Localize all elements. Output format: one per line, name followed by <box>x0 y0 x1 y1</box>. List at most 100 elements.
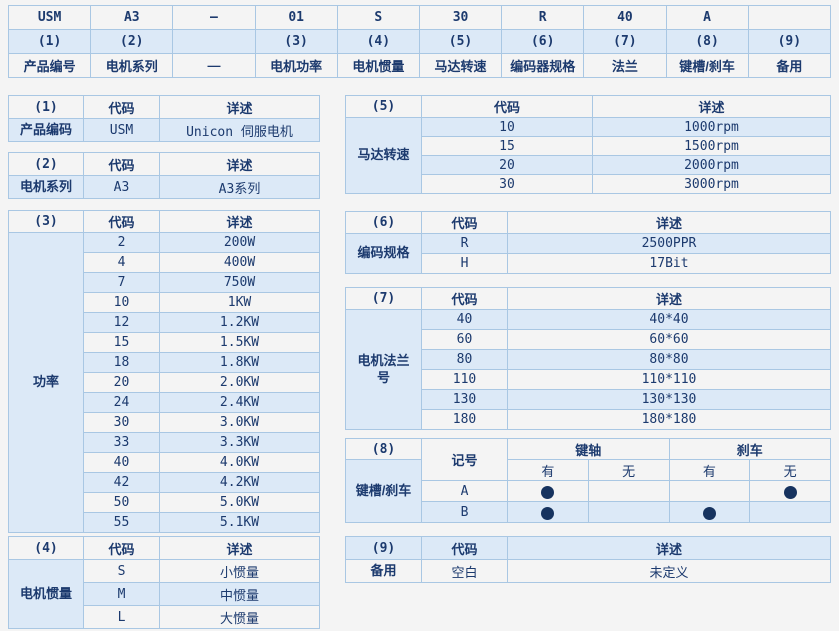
code-cell: USM <box>84 119 160 142</box>
table-label: 备用 <box>346 560 422 583</box>
code-cell: 42 <box>84 473 160 493</box>
desc-cell: 1000rpm <box>593 118 831 137</box>
option-header: 无 <box>588 460 669 481</box>
desc-cell: A3系列 <box>160 176 320 199</box>
index-cell: (9) <box>748 30 830 54</box>
desc-cell: 200W <box>160 233 320 253</box>
desc-cell: 1KW <box>160 293 320 313</box>
code-cell: 15 <box>84 333 160 353</box>
column-header: 详述 <box>508 288 831 310</box>
table-index: (7) <box>346 288 422 310</box>
field-label-cell: 产品编号 <box>9 54 91 78</box>
desc-cell: 130*130 <box>508 390 831 410</box>
code-cell: 空白 <box>422 560 508 583</box>
desc-cell: 1.5KW <box>160 333 320 353</box>
field-label-cell: 编码器规格 <box>502 54 584 78</box>
code-cell: 55 <box>84 513 160 533</box>
code-cell: 33 <box>84 433 160 453</box>
field-label-cell: 电机惯量 <box>337 54 419 78</box>
desc-cell: 2500PPR <box>508 234 831 254</box>
code-cell: A3 <box>91 6 173 30</box>
code-cell: 80 <box>422 350 508 370</box>
table-label: 功率 <box>9 233 84 533</box>
sign-column-header: 记号 <box>422 439 508 481</box>
field-label-cell: 马达转速 <box>419 54 501 78</box>
table-index: (2) <box>9 153 84 176</box>
index-cell: (2) <box>91 30 173 54</box>
desc-cell: 大惯量 <box>160 606 320 629</box>
dot-marker <box>541 507 554 520</box>
desc-cell: 3.0KW <box>160 413 320 433</box>
mark-cell <box>750 481 831 502</box>
code-cell: 7 <box>84 273 160 293</box>
field-label-cell: 键槽/刹车 <box>666 54 748 78</box>
code-cell: 130 <box>422 390 508 410</box>
desc-cell: 17Bit <box>508 254 831 274</box>
code-cell: 10 <box>422 118 593 137</box>
table-index: (6) <box>346 212 422 234</box>
index-cell: (4) <box>337 30 419 54</box>
table-index: (1) <box>9 96 84 119</box>
table-label: 电机惯量 <box>9 560 84 629</box>
index-cell <box>173 30 255 54</box>
desc-cell: 180*180 <box>508 410 831 430</box>
desc-cell: 2000rpm <box>593 156 831 175</box>
dot-marker <box>784 486 797 499</box>
power-table: (3)代码详述功率2200W4400W7750W101KW121.2KW151.… <box>8 210 320 533</box>
desc-cell: 110*110 <box>508 370 831 390</box>
table-label: 马达转速 <box>346 118 422 194</box>
code-cell: 20 <box>422 156 593 175</box>
desc-cell: 1.2KW <box>160 313 320 333</box>
column-header: 详述 <box>508 212 831 234</box>
field-label-cell: 电机系列 <box>91 54 173 78</box>
code-cell: 30 <box>422 175 593 194</box>
code-cell: S <box>337 6 419 30</box>
desc-cell: 3000rpm <box>593 175 831 194</box>
column-header: 代码 <box>422 537 508 560</box>
column-header: 详述 <box>160 153 320 176</box>
code-cell: 01 <box>255 6 337 30</box>
code-cell: M <box>84 583 160 606</box>
column-header: 详述 <box>160 537 320 560</box>
code-cell: L <box>84 606 160 629</box>
code-cell <box>748 6 830 30</box>
table-label: 编码规格 <box>346 234 422 274</box>
motor-speed-table: (5)代码详述马达转速101000rpm151500rpm202000rpm30… <box>345 95 831 194</box>
column-header: 代码 <box>84 153 160 176</box>
desc-cell: 5.0KW <box>160 493 320 513</box>
motor-flange-table: (7)代码详述电机法兰号4040*406060*608080*80110110*… <box>345 287 831 430</box>
code-cell: 18 <box>84 353 160 373</box>
column-header: 代码 <box>84 96 160 119</box>
reserved-table: (9)代码详述备用空白未定义 <box>345 536 831 583</box>
table-label: 电机法兰号 <box>346 310 422 430</box>
code-cell: USM <box>9 6 91 30</box>
index-cell: (7) <box>584 30 666 54</box>
encoder-spec-table: (6)代码详述编码规格R2500PPRH17Bit <box>345 211 831 274</box>
group-header: 刹车 <box>669 439 831 460</box>
table-label: 电机系列 <box>9 176 84 199</box>
table-index: (5) <box>346 96 422 118</box>
option-header: 有 <box>508 460 589 481</box>
mark-cell <box>508 502 589 523</box>
desc-cell: 80*80 <box>508 350 831 370</box>
mark-cell <box>588 502 669 523</box>
option-header: 有 <box>669 460 750 481</box>
index-cell: (8) <box>666 30 748 54</box>
desc-cell: 中惯量 <box>160 583 320 606</box>
mark-cell <box>508 481 589 502</box>
index-cell: (5) <box>419 30 501 54</box>
field-label-cell: 备用 <box>748 54 830 78</box>
code-cell: B <box>422 502 508 523</box>
code-cell: 24 <box>84 393 160 413</box>
column-header: 详述 <box>593 96 831 118</box>
index-cell: (6) <box>502 30 584 54</box>
code-cell: H <box>422 254 508 274</box>
mark-cell <box>669 502 750 523</box>
desc-cell: 1500rpm <box>593 137 831 156</box>
desc-cell: 未定义 <box>508 560 831 583</box>
desc-cell: 4.0KW <box>160 453 320 473</box>
index-cell: (3) <box>255 30 337 54</box>
code-cell: — <box>173 6 255 30</box>
desc-cell: 2.0KW <box>160 373 320 393</box>
desc-cell: 3.3KW <box>160 433 320 453</box>
